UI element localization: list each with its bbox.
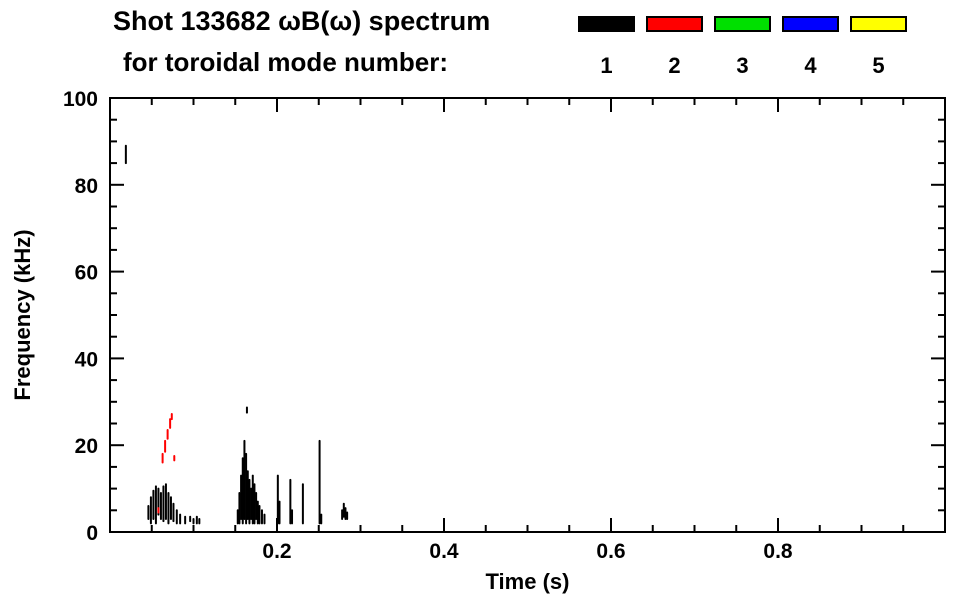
legend-label-mode-4: 4 (804, 53, 817, 78)
legend-swatch-mode-3 (714, 16, 771, 32)
y-tick-label: 80 (75, 175, 98, 198)
plot-frame (109, 97, 946, 533)
y-tick-label: 60 (75, 262, 98, 285)
legend-label-mode-2: 2 (668, 53, 681, 78)
legend-label-mode-3: 3 (736, 53, 749, 78)
x-tick-label: 0.2 (262, 540, 291, 563)
y-tick-label: 40 (75, 348, 98, 371)
legend-item-mode-3: 3 (714, 16, 771, 79)
legend-label-mode-1: 1 (600, 53, 613, 78)
y-tick-label: 100 (63, 88, 98, 111)
legend-item-mode-4: 4 (782, 16, 839, 79)
legend-swatch-mode-5 (850, 16, 907, 32)
legend-swatch-mode-1 (578, 16, 635, 32)
chart-title-line2: for toroidal mode number: (123, 47, 448, 77)
x-axis-title: Time (s) (486, 569, 570, 594)
y-tick-label: 0 (86, 522, 98, 545)
legend-item-mode-5: 5 (850, 16, 907, 79)
legend-swatch-mode-2 (646, 16, 703, 32)
x-tick-label: 0.6 (596, 540, 625, 563)
legend-swatch-mode-4 (782, 16, 839, 32)
legend: 1 2 3 4 5 (578, 16, 907, 79)
legend-label-mode-5: 5 (872, 53, 885, 78)
y-axis-title: Frequency (kHz) (10, 229, 35, 400)
x-tick-label: 0.4 (429, 540, 459, 563)
legend-item-mode-1: 1 (578, 16, 635, 79)
y-tick-label: 20 (75, 435, 98, 458)
x-tick-label: 0.8 (763, 540, 793, 563)
legend-item-mode-2: 2 (646, 16, 703, 79)
chart-title-line1: Shot 133682 ωB(ω) spectrum (113, 6, 491, 36)
